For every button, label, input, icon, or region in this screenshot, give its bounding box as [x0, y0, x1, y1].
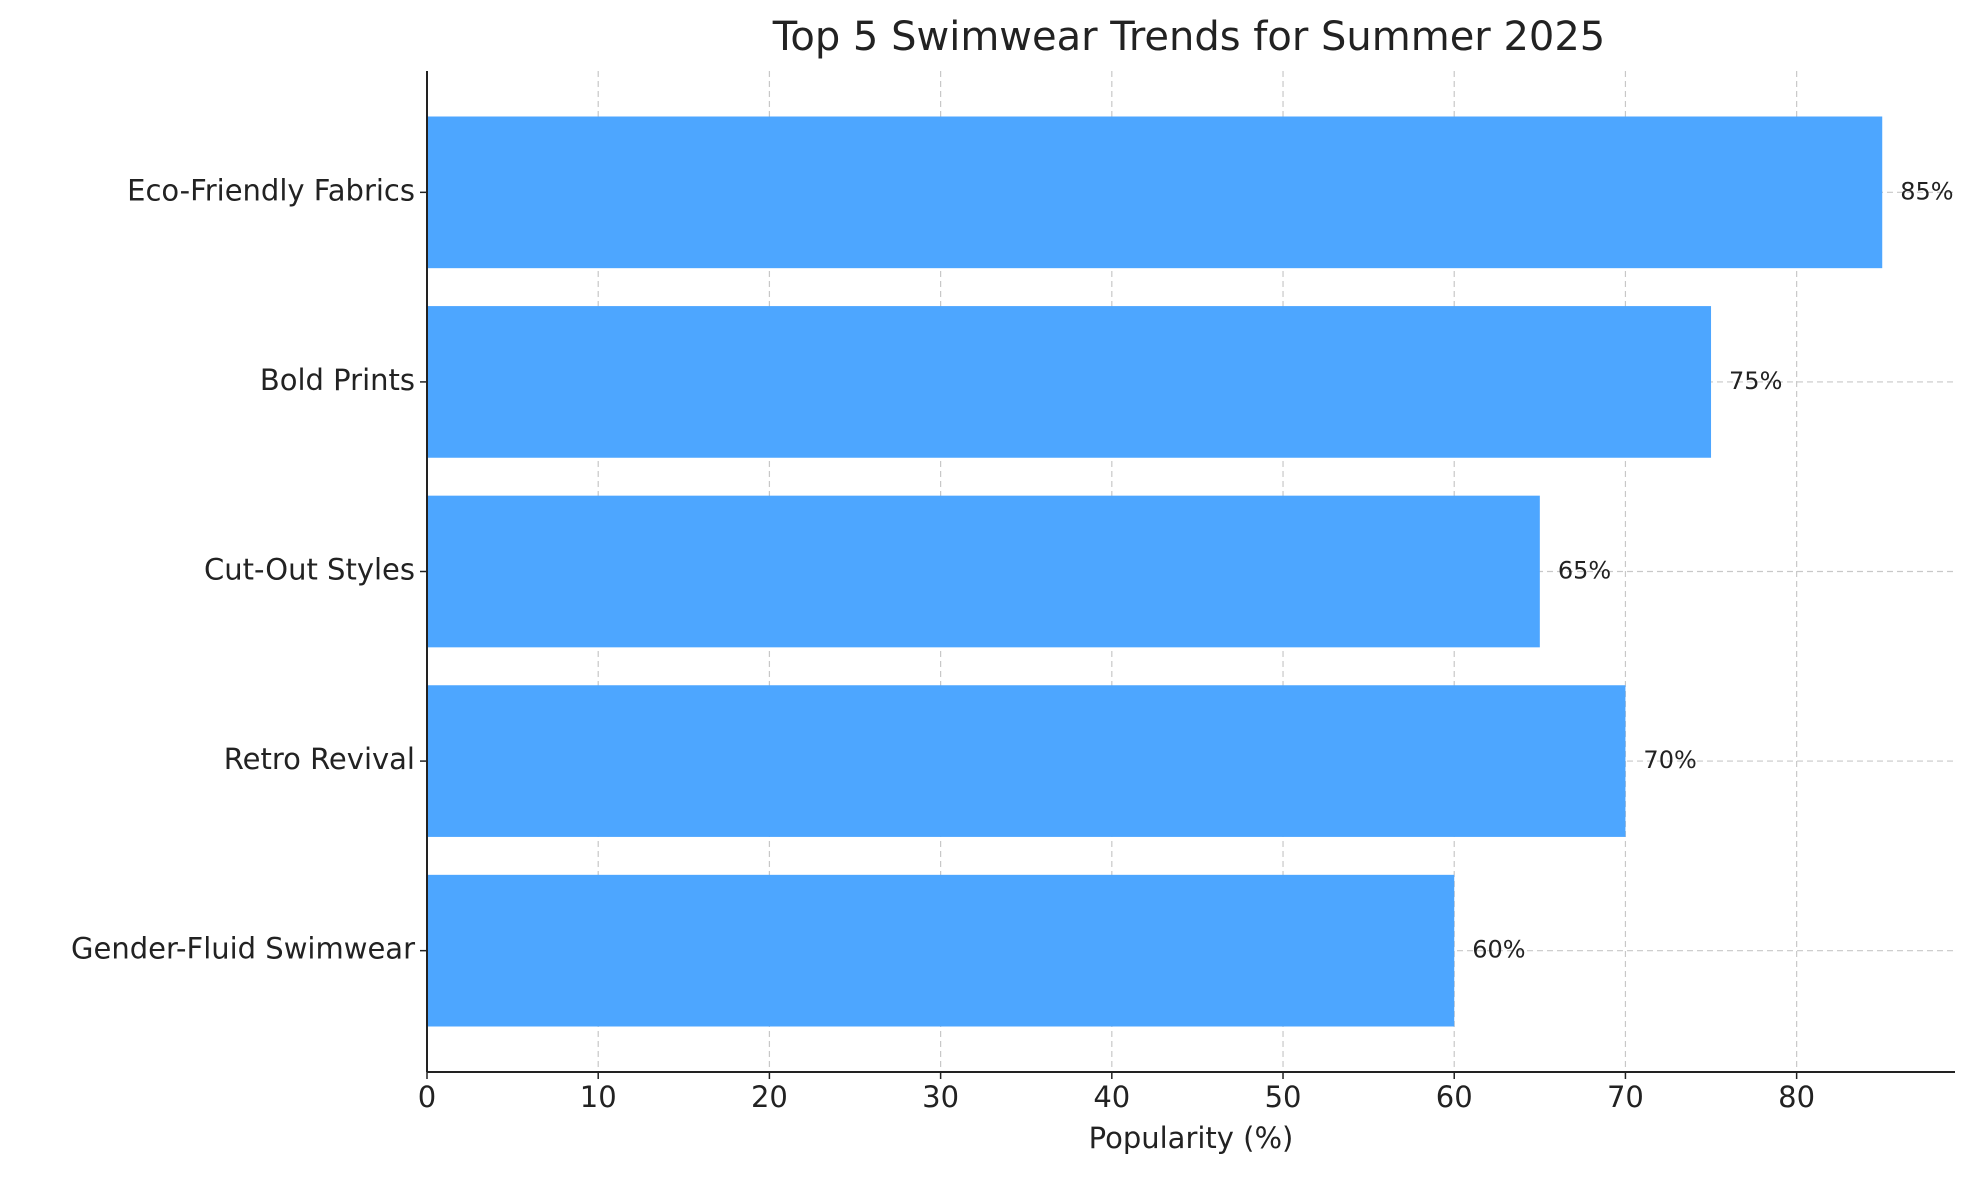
- x-tick-label: 20: [751, 1080, 788, 1114]
- x-axis-label: Popularity (%): [1089, 1121, 1294, 1155]
- x-tick-label: 0: [418, 1080, 436, 1114]
- bar: [427, 306, 1712, 458]
- y-tick-label: Gender-Fluid Swimwear: [71, 932, 415, 966]
- y-tick-label: Cut-Out Styles: [204, 553, 415, 587]
- value-label: 60%: [1472, 936, 1525, 964]
- x-tick-label: 50: [1265, 1080, 1302, 1114]
- x-tick-label: 40: [1093, 1080, 1130, 1114]
- y-tick-label: Bold Prints: [260, 363, 415, 397]
- y-tick-label: Retro Revival: [224, 742, 415, 776]
- x-tick-label: 80: [1778, 1080, 1815, 1114]
- bar: [427, 116, 1883, 269]
- value-label: 85%: [1900, 177, 1953, 205]
- x-tick-label: 60: [1436, 1080, 1473, 1114]
- x-tick-label: 30: [922, 1080, 959, 1114]
- value-label: 70%: [1643, 746, 1696, 774]
- value-label: 65%: [1558, 557, 1611, 585]
- bar: [427, 874, 1455, 1027]
- chart-title: Top 5 Swimwear Trends for Summer 2025: [772, 14, 1606, 60]
- x-tick-label: 10: [580, 1080, 617, 1114]
- bar: [427, 495, 1540, 648]
- y-tick-label: Eco-Friendly Fabrics: [127, 173, 415, 207]
- bar: [427, 685, 1626, 837]
- x-tick-label: 70: [1607, 1080, 1644, 1114]
- value-label: 75%: [1729, 367, 1782, 395]
